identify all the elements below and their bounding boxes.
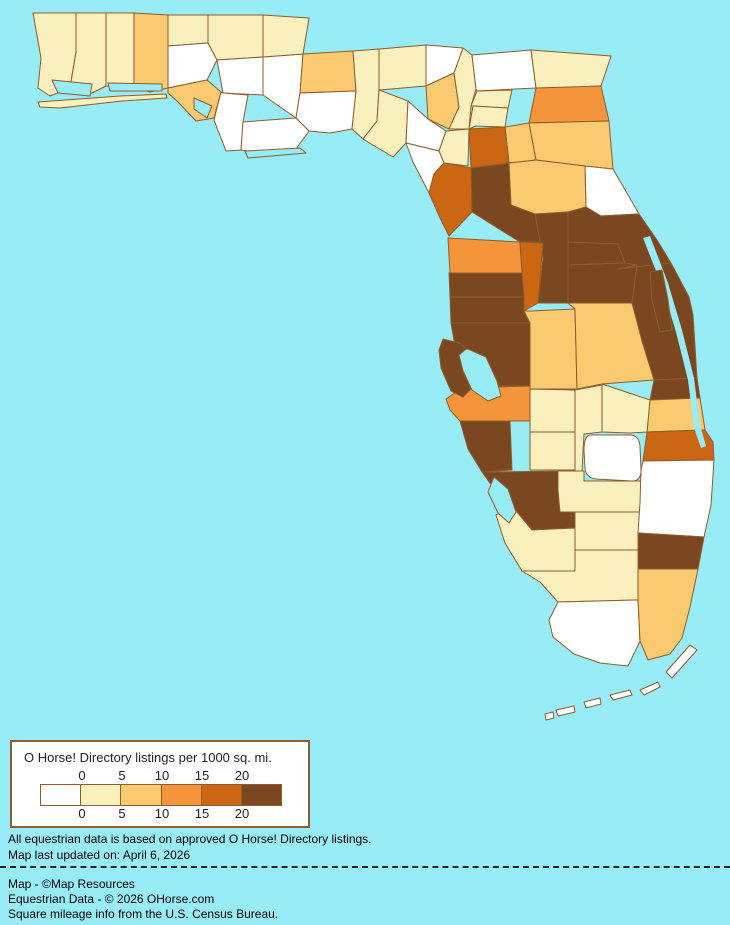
choctawhatchee-bay bbox=[107, 82, 163, 92]
note-last-updated: Map last updated on: April 6, 2026 bbox=[8, 848, 191, 862]
county-union bbox=[470, 89, 513, 109]
county-polk bbox=[523, 308, 578, 390]
legend-tick: 5 bbox=[118, 806, 126, 821]
county-monroe bbox=[548, 599, 641, 667]
county-nassau bbox=[530, 49, 612, 90]
county-bradford bbox=[468, 105, 509, 130]
county-pasco bbox=[449, 296, 531, 324]
key-islet-5 bbox=[544, 711, 555, 721]
county-washington bbox=[167, 42, 218, 89]
legend-color-ramp bbox=[40, 784, 282, 806]
legend-tick: 15 bbox=[194, 806, 210, 821]
pensacola-bay bbox=[51, 79, 93, 97]
legend-tick: 10 bbox=[154, 768, 170, 783]
county-jackson bbox=[207, 14, 264, 61]
county-miami-dade bbox=[637, 568, 699, 661]
key-islet-3 bbox=[583, 697, 602, 709]
legend-tick: 0 bbox=[78, 768, 86, 783]
county-sumter bbox=[519, 241, 544, 312]
county-gulf bbox=[213, 91, 249, 152]
county-broward bbox=[637, 532, 705, 570]
legend-tick: 20 bbox=[234, 768, 250, 783]
legend-swatch-3 bbox=[161, 785, 202, 805]
legend-tick: 20 bbox=[234, 806, 250, 821]
key-islet-2 bbox=[609, 689, 633, 701]
key-islet-4 bbox=[555, 705, 576, 717]
santa-rosa-barrier-island bbox=[37, 93, 168, 109]
legend-tick: 15 bbox=[194, 768, 210, 783]
county-baker bbox=[471, 49, 537, 92]
key-largo bbox=[665, 644, 698, 679]
county-levy bbox=[428, 162, 473, 237]
legend-ticks-bottom: 0 5 10 15 20 bbox=[12, 806, 308, 821]
legend-swatch-2 bbox=[121, 785, 162, 805]
key-islet-1 bbox=[639, 681, 661, 696]
credit-map: Map - ©Map Resources bbox=[8, 877, 135, 891]
county-okeechobee bbox=[601, 383, 651, 434]
county-alachua bbox=[468, 126, 510, 169]
county-seminole bbox=[567, 241, 626, 266]
legend-swatch-4 bbox=[201, 785, 242, 805]
county-pinellas bbox=[438, 338, 472, 398]
county-orange bbox=[567, 262, 641, 304]
county-walton bbox=[133, 12, 169, 93]
county-holmes bbox=[167, 14, 209, 47]
legend-tick: 10 bbox=[154, 806, 170, 821]
county-duval bbox=[528, 85, 610, 124]
merritt-island bbox=[649, 269, 673, 333]
county-hardee bbox=[529, 388, 576, 433]
county-leon bbox=[299, 50, 357, 94]
county-palm-beach bbox=[637, 459, 715, 538]
county-gilchrist bbox=[438, 128, 470, 167]
lake-okeechobee bbox=[583, 434, 642, 482]
legend-title: O Horse! Directory listings per 1000 sq.… bbox=[24, 750, 272, 765]
county-wakulla bbox=[295, 90, 357, 134]
legend-tick: 0 bbox=[78, 806, 86, 821]
county-okaloosa bbox=[105, 12, 135, 88]
legend-swatch-1 bbox=[81, 785, 122, 805]
county-madison bbox=[378, 44, 427, 91]
legend-ticks-top: 0 5 10 15 20 bbox=[12, 768, 308, 783]
county-hendry bbox=[574, 511, 641, 551]
credit-equestrian-data: Equestrian Data - © 2026 OHorse.com bbox=[8, 892, 215, 906]
note-data-source: All equestrian data is based on approved… bbox=[8, 832, 372, 846]
legend-tick: 5 bbox=[118, 768, 126, 783]
county-putnam bbox=[508, 159, 587, 215]
charlotte-harbor bbox=[487, 476, 517, 524]
apalachicola-lagoon bbox=[244, 147, 307, 159]
legend-swatch-0 bbox=[41, 785, 82, 805]
dashed-separator bbox=[0, 866, 730, 868]
st-andrew-bay bbox=[193, 97, 213, 119]
county-gadsden bbox=[262, 14, 310, 58]
county-osceola bbox=[567, 302, 655, 390]
county-sarasota bbox=[459, 420, 513, 473]
county-desoto bbox=[529, 431, 576, 471]
credit-census: Square mileage info from the U.S. Census… bbox=[8, 907, 279, 921]
legend-swatch-5 bbox=[241, 785, 282, 805]
county-flagler bbox=[584, 165, 640, 217]
county-calhoun bbox=[216, 56, 264, 96]
county-citrus bbox=[447, 237, 523, 274]
county-hernando bbox=[448, 272, 525, 298]
indian-river-lagoon bbox=[643, 236, 706, 448]
county-liberty bbox=[262, 53, 304, 119]
legend-box: O Horse! Directory listings per 1000 sq.… bbox=[10, 740, 310, 828]
